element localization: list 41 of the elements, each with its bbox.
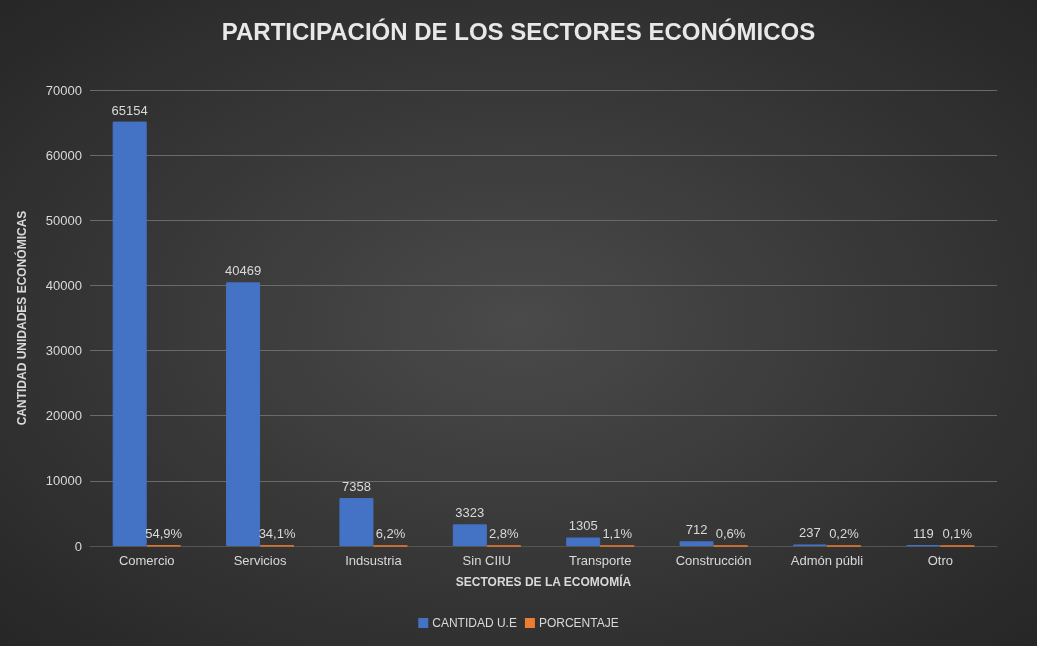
data-label: 7358 [341,479,371,495]
x-tick-label: Construcción [675,553,752,568]
chart-title: PARTICIPACIÓN DE LOS SECTORES ECONÓMICOS [221,17,816,45]
data-label: 2,8% [489,526,520,542]
bar [679,541,714,546]
data-label: 0,1% [942,526,973,542]
x-tick-label: Transporte [568,553,632,568]
x-axis-title: SECTORES DE LA ECOMOMÍA [455,574,632,589]
y-tick-label: 40000 [45,277,82,293]
x-tick-label: Servicios [233,553,287,568]
y-tick-label: 20000 [45,408,82,424]
data-label: 65154 [111,102,148,118]
x-tick-label: Admón públi [790,553,864,568]
bar [339,498,374,546]
data-label: 0,6% [715,526,746,542]
x-tick-label: Indsustria [345,553,403,568]
x-tick-label: Comercio [118,553,175,568]
bar [566,537,601,546]
bar [112,121,147,546]
data-label: 40469 [224,263,262,279]
data-label: 1305 [568,518,598,534]
data-label: 1,1% [602,526,633,542]
y-tick-label: 10000 [45,473,82,489]
y-tick-label: 50000 [45,212,82,228]
y-tick-label: 0 [74,538,82,554]
x-tick-label: Sin CIIU [462,553,512,568]
bar [452,524,487,546]
data-label: 6,2% [375,526,406,542]
y-tick-label: 60000 [45,147,82,163]
bar [226,282,261,546]
y-axis-title: CANTIDAD UNIDADES ECONÓMICAS [14,210,29,426]
data-label: 712 [685,522,708,538]
y-tick-label: 70000 [45,82,82,98]
legend-label: CANTIDAD U.E [432,616,517,630]
y-tick-label: 30000 [45,343,82,359]
data-label: 0,2% [829,526,860,542]
data-label: 119 [912,526,934,542]
legend-label: PORCENTAJE [538,616,619,630]
x-tick-label: Otro [927,553,953,568]
data-label: 3323 [455,505,485,521]
data-label: 237 [799,525,821,541]
